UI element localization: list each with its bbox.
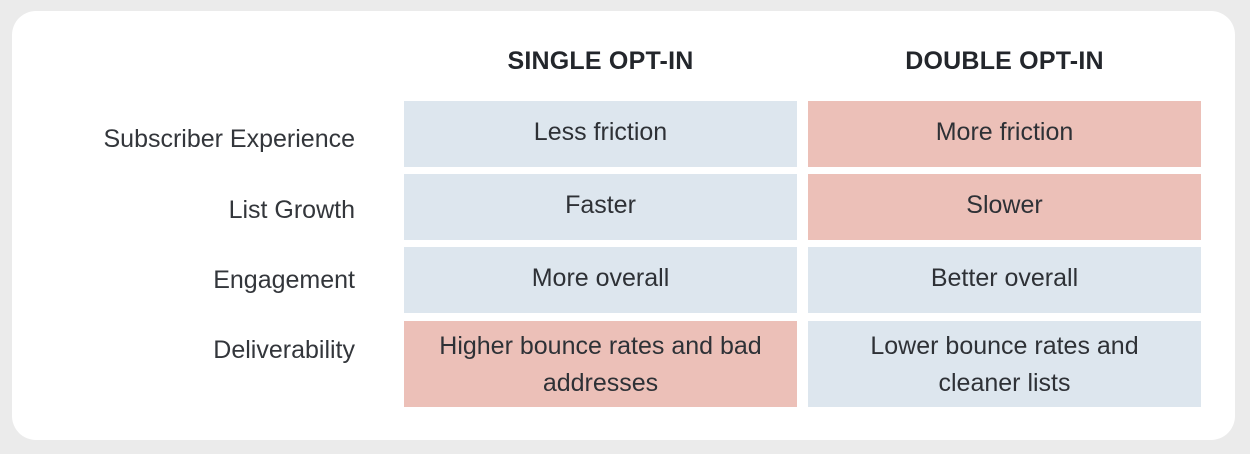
row-label-subscriber-experience: Subscriber Experience xyxy=(103,125,355,153)
cell-double-engagement: Better overall xyxy=(808,247,1201,313)
cell-single-engagement: More overall xyxy=(404,247,797,313)
cell-double-list-growth: Slower xyxy=(808,174,1201,240)
cell-single-list-growth: Faster xyxy=(404,174,797,240)
column-header-single-opt-in: SINGLE OPT-IN xyxy=(507,47,694,75)
cell-single-deliverability: Higher bounce rates and bad addresses xyxy=(404,321,797,407)
cell-single-subscriber-experience: Less friction xyxy=(404,101,797,167)
row-label-engagement: Engagement xyxy=(213,266,355,294)
row-label-deliverability: Deliverability xyxy=(213,336,355,364)
cell-double-subscriber-experience: More friction xyxy=(808,101,1201,167)
row-label-list-growth: List Growth xyxy=(228,196,355,224)
column-header-double-opt-in: DOUBLE OPT-IN xyxy=(905,47,1104,75)
cell-double-deliverability: Lower bounce rates and cleaner lists xyxy=(808,321,1201,407)
